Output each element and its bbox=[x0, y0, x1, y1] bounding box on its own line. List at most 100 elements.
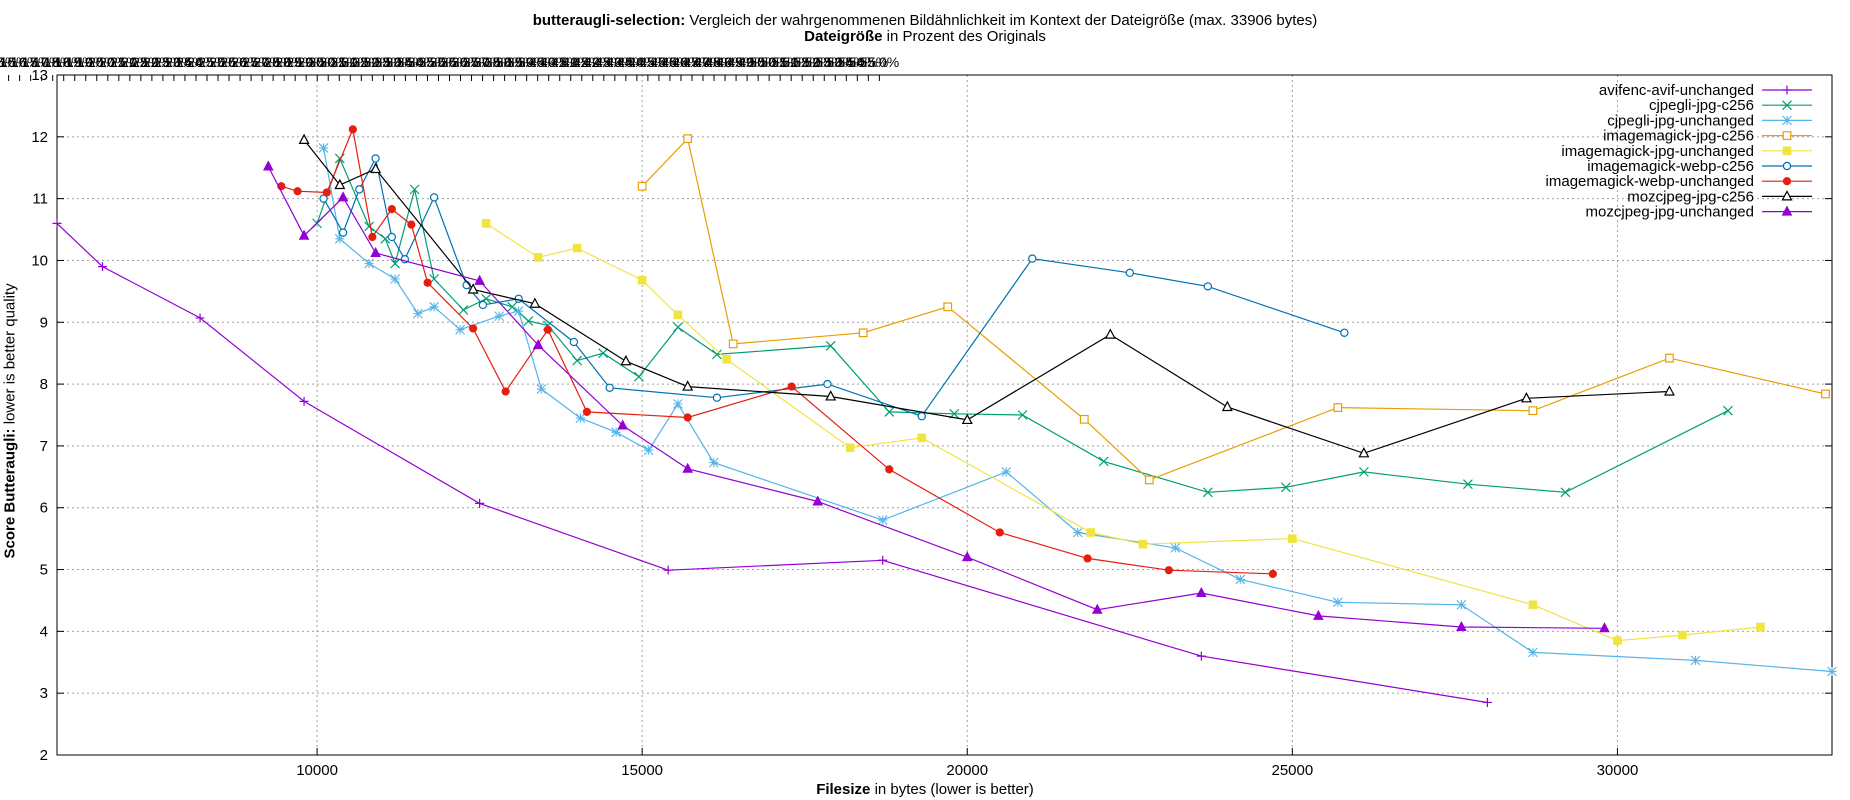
data-point-imagemagick-webp-unchanged bbox=[368, 232, 377, 242]
data-point-imagemagick-webp-c256 bbox=[1125, 268, 1135, 278]
data-point-cjpegli-jpg-c256 bbox=[409, 184, 420, 195]
legend-label: imagemagick-webp-c256 bbox=[1587, 158, 1754, 175]
top-tick-label: 50.0% bbox=[749, 54, 789, 70]
top-tick-label: 17.0% bbox=[22, 54, 62, 70]
top-tick-label: 37.0% bbox=[463, 54, 503, 70]
data-point-imagemagick-jpg-unchanged bbox=[722, 355, 731, 364]
data-point-imagemagick-webp-c256 bbox=[387, 232, 397, 242]
data-point-cjpegli-jpg-c256 bbox=[1098, 456, 1109, 467]
top-tick-label: 21.0% bbox=[110, 54, 150, 70]
data-point-cjpegli-jpg-unchanged bbox=[611, 427, 622, 438]
data-point-cjpegli-jpg-unchanged bbox=[513, 306, 524, 317]
top-tick-label: 40.0% bbox=[529, 54, 569, 70]
series-mozcjpeg-jpg-c256 bbox=[298, 133, 1675, 458]
top-tick-label: 46.0% bbox=[661, 54, 701, 70]
top-tick-label: 24.5% bbox=[187, 54, 227, 70]
data-point-imagemagick-jpg-c256 bbox=[943, 302, 953, 312]
x-axis-ticks: 10000 15000 20000 25000 30000 bbox=[296, 748, 1638, 779]
data-point-mozcjpeg-jpg-unchanged bbox=[1313, 609, 1324, 620]
top-tick-label: 48.0% bbox=[705, 54, 745, 70]
data-point-mozcjpeg-jpg-c256 bbox=[1358, 447, 1370, 458]
top-tick-label: 40.5% bbox=[540, 54, 580, 70]
data-point-mozcjpeg-jpg-unchanged bbox=[1456, 620, 1467, 632]
data-point-cjpegli-jpg-c256 bbox=[673, 322, 683, 333]
chart-subtitle-bold: Dateigröße bbox=[804, 28, 883, 45]
data-point-cjpegli-jpg-c256 bbox=[884, 406, 895, 417]
data-point-mozcjpeg-jpg-c256 bbox=[298, 133, 310, 145]
data-point-imagemagick-webp-c256 bbox=[1028, 254, 1037, 263]
legend-marker bbox=[1782, 146, 1792, 156]
data-point-cjpegli-jpg-unchanged bbox=[1827, 666, 1837, 677]
data-point-imagemagick-jpg-unchanged bbox=[917, 433, 927, 443]
top-tick-label: 54.0% bbox=[837, 54, 877, 70]
plot-frame bbox=[56, 74, 1833, 756]
top-tick-label: 43.0% bbox=[595, 54, 635, 70]
top-tick-label: 46.5% bbox=[672, 54, 712, 70]
legend-marker bbox=[1782, 177, 1792, 186]
data-point-mozcjpeg-jpg-unchanged bbox=[1599, 622, 1610, 633]
data-point-cjpegli-jpg-unchanged bbox=[1235, 574, 1246, 585]
data-point-imagemagick-jpg-unchanged bbox=[572, 243, 582, 253]
data-point-imagemagick-webp-unchanged bbox=[1268, 569, 1277, 578]
data-point-mozcjpeg-jpg-unchanged bbox=[298, 229, 310, 240]
data-point-cjpegli-jpg-unchanged bbox=[1170, 543, 1181, 553]
y-tick-label: 13 bbox=[31, 67, 48, 84]
data-point-cjpegli-jpg-unchanged bbox=[1072, 527, 1083, 538]
data-point-imagemagick-webp-c256 bbox=[917, 412, 926, 421]
legend-label: cjpegli-jpg-c256 bbox=[1649, 97, 1754, 114]
series-line-imagemagick-jpg-unchanged bbox=[485, 222, 1761, 642]
data-point-imagemagick-jpg-c256 bbox=[1821, 389, 1830, 399]
top-tick-label: 30.0% bbox=[308, 54, 348, 70]
top-tick-label: 25.5% bbox=[209, 54, 249, 70]
data-point-cjpegli-jpg-unchanged bbox=[364, 258, 374, 269]
top-tick-label: 30.5% bbox=[319, 54, 359, 70]
top-tick-label: 23.5% bbox=[165, 54, 205, 70]
x-tick-label: 25000 bbox=[1271, 762, 1313, 779]
data-point-cjpegli-jpg-unchanged bbox=[334, 233, 345, 244]
top-tick-label: 19.5% bbox=[77, 54, 117, 70]
top-tick-label: 42.5% bbox=[584, 54, 624, 70]
data-point-mozcjpeg-jpg-c256 bbox=[682, 380, 694, 391]
data-point-cjpegli-jpg-unchanged bbox=[643, 445, 654, 456]
data-point-cjpegli-jpg-c256 bbox=[1280, 482, 1291, 493]
top-tick-label: 54.5% bbox=[848, 54, 888, 70]
data-point-imagemagick-webp-c256 bbox=[823, 379, 832, 389]
series-layer bbox=[52, 125, 1837, 707]
data-point-imagemagick-jpg-unchanged bbox=[1288, 534, 1297, 543]
data-point-cjpegli-jpg-unchanged bbox=[455, 324, 466, 335]
data-point-imagemagick-jpg-unchanged bbox=[1613, 636, 1622, 645]
top-tick-label: 55.0% bbox=[860, 54, 900, 70]
top-tick-label: 38.0% bbox=[485, 54, 525, 70]
x-axis-label-bold: Filesize bbox=[816, 781, 871, 798]
data-point-imagemagick-jpg-c256 bbox=[1665, 353, 1674, 363]
top-tick-label: 19.0% bbox=[66, 54, 106, 70]
y-tick-label: 8 bbox=[40, 376, 48, 393]
data-point-imagemagick-webp-c256 bbox=[569, 337, 579, 347]
data-point-imagemagick-webp-unchanged bbox=[348, 125, 357, 134]
x-axis-label: Filesize in bytes (lower is better) bbox=[0, 781, 1850, 798]
top-tick-label: 29.5% bbox=[297, 54, 337, 70]
data-point-imagemagick-webp-unchanged bbox=[582, 407, 591, 417]
top-tick-label: 27.0% bbox=[242, 54, 282, 70]
data-point-avifenc-avif-unchanged bbox=[475, 498, 485, 508]
data-point-mozcjpeg-jpg-unchanged bbox=[682, 462, 694, 473]
y-tick-label: 6 bbox=[40, 500, 48, 517]
top-tick-label: 29.0% bbox=[286, 54, 326, 70]
data-point-imagemagick-webp-unchanged bbox=[387, 205, 396, 214]
series-line-imagemagick-webp-c256 bbox=[323, 156, 1345, 417]
top-tick-label: 32.0% bbox=[352, 54, 392, 70]
data-point-cjpegli-jpg-c256 bbox=[598, 348, 609, 359]
data-point-imagemagick-jpg-c256 bbox=[728, 339, 738, 349]
top-tick-label: 20.0% bbox=[88, 54, 128, 70]
data-point-cjpegli-jpg-unchanged bbox=[877, 515, 888, 525]
top-tick-label: 44.5% bbox=[628, 54, 668, 70]
series-imagemagick-jpg-c256 bbox=[637, 134, 1830, 485]
data-point-cjpegli-jpg-c256 bbox=[523, 316, 534, 326]
data-point-imagemagick-jpg-unchanged bbox=[1138, 539, 1148, 549]
top-tick-label: 16.5% bbox=[11, 54, 51, 70]
top-tick-label: 49.0% bbox=[727, 54, 767, 70]
data-point-imagemagick-webp-c256 bbox=[429, 193, 439, 202]
data-point-cjpegli-jpg-c256 bbox=[572, 355, 583, 366]
top-tick-label: 38.5% bbox=[496, 54, 536, 70]
